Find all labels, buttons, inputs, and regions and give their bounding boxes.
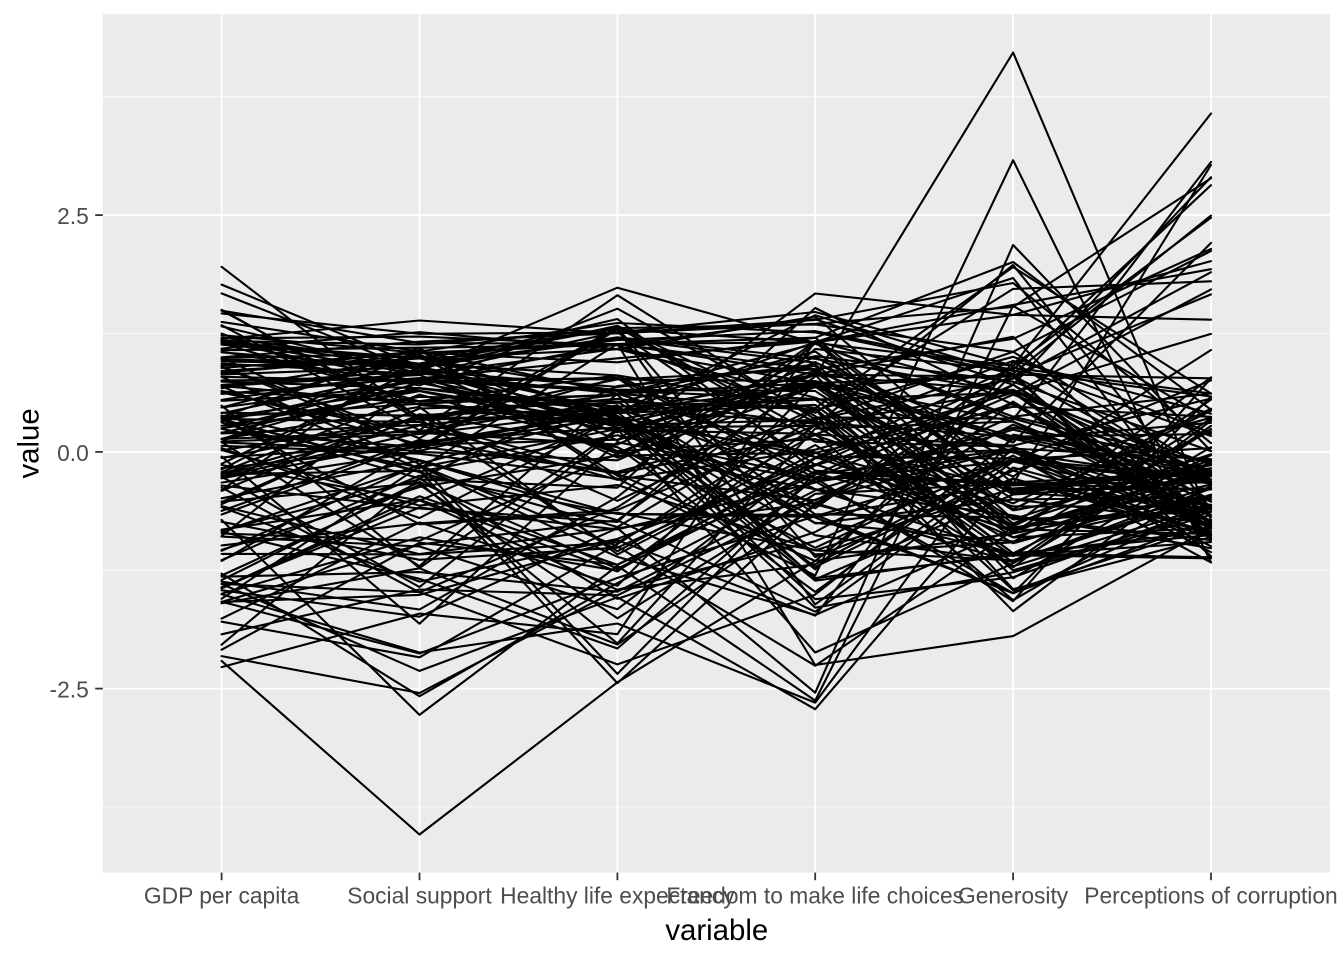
- svg-text:GDP per capita: GDP per capita: [144, 883, 300, 909]
- svg-text:Social support: Social support: [347, 883, 492, 909]
- svg-text:0.0: 0.0: [57, 440, 89, 466]
- svg-text:value: value: [12, 408, 45, 478]
- svg-text:Freedom to make life choices: Freedom to make life choices: [666, 883, 964, 909]
- svg-text:2.5: 2.5: [57, 203, 89, 229]
- svg-text:variable: variable: [665, 914, 768, 947]
- svg-text:-2.5: -2.5: [50, 677, 89, 703]
- svg-text:Generosity: Generosity: [958, 883, 1069, 909]
- svg-text:Healthy life expectancy: Healthy life expectancy: [500, 883, 735, 909]
- svg-text:Perceptions of corruption: Perceptions of corruption: [1084, 883, 1337, 909]
